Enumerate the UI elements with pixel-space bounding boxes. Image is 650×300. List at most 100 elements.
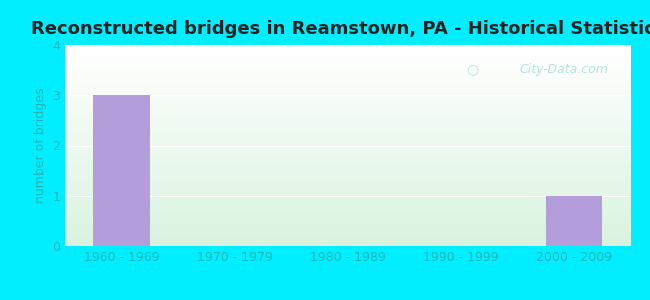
Bar — [65, 51, 630, 52]
Bar — [65, 131, 630, 132]
Bar — [65, 79, 630, 80]
Bar — [65, 181, 630, 182]
Bar — [65, 136, 630, 137]
Bar — [65, 157, 630, 158]
Bar — [65, 205, 630, 206]
Bar — [65, 138, 630, 139]
Bar — [65, 65, 630, 66]
Bar — [65, 243, 630, 244]
Bar — [65, 192, 630, 193]
Bar — [65, 107, 630, 108]
Bar — [65, 48, 630, 49]
Bar — [65, 213, 630, 214]
Bar — [65, 236, 630, 237]
Bar — [65, 84, 630, 85]
Bar — [65, 70, 630, 71]
Bar — [65, 134, 630, 135]
Bar — [65, 124, 630, 125]
Bar — [65, 198, 630, 199]
Bar — [65, 168, 630, 169]
Bar — [65, 87, 630, 88]
Bar — [65, 94, 630, 95]
Text: ○: ○ — [466, 62, 478, 76]
Bar — [65, 235, 630, 236]
Title: Reconstructed bridges in Reamstown, PA - Historical Statistics: Reconstructed bridges in Reamstown, PA -… — [31, 20, 650, 38]
Bar — [65, 226, 630, 227]
Bar — [65, 103, 630, 104]
Bar — [65, 200, 630, 201]
Bar — [65, 78, 630, 79]
Bar — [65, 193, 630, 194]
Bar — [65, 133, 630, 134]
Bar — [65, 232, 630, 233]
Bar — [65, 199, 630, 200]
Bar — [65, 58, 630, 59]
Bar — [65, 153, 630, 154]
Bar — [65, 150, 630, 151]
Bar — [65, 82, 630, 83]
Bar — [65, 156, 630, 157]
Bar — [65, 214, 630, 215]
Bar — [65, 120, 630, 121]
Bar — [65, 127, 630, 128]
Bar — [65, 244, 630, 245]
Bar — [65, 203, 630, 204]
Bar — [65, 47, 630, 48]
Bar — [65, 158, 630, 159]
Bar — [65, 225, 630, 226]
Bar — [65, 222, 630, 223]
Bar — [65, 142, 630, 143]
Bar — [65, 110, 630, 111]
Bar — [65, 139, 630, 140]
Bar — [65, 167, 630, 168]
Bar — [65, 61, 630, 62]
Bar — [546, 196, 602, 246]
Bar — [65, 224, 630, 225]
Bar — [65, 55, 630, 56]
Bar — [65, 71, 630, 72]
Bar — [65, 208, 630, 209]
Bar — [65, 245, 630, 246]
Bar — [65, 63, 630, 64]
Bar — [65, 86, 630, 87]
Bar — [65, 76, 630, 77]
Bar — [65, 161, 630, 162]
Bar — [65, 59, 630, 60]
Bar — [65, 220, 630, 221]
Bar — [65, 102, 630, 103]
Bar — [65, 176, 630, 177]
Bar — [65, 118, 630, 119]
Bar — [94, 95, 150, 246]
Bar — [65, 93, 630, 94]
Bar — [65, 122, 630, 123]
Bar — [65, 155, 630, 156]
Bar — [65, 130, 630, 131]
Bar — [65, 69, 630, 70]
Bar — [65, 113, 630, 114]
Bar — [65, 89, 630, 90]
Bar — [65, 174, 630, 175]
Bar — [65, 178, 630, 179]
Bar — [65, 240, 630, 241]
Bar — [65, 56, 630, 57]
Bar — [65, 45, 630, 46]
Bar — [65, 149, 630, 150]
Bar — [65, 166, 630, 167]
Bar — [65, 143, 630, 144]
Bar — [65, 121, 630, 122]
Bar — [65, 179, 630, 180]
Bar — [65, 137, 630, 138]
Bar — [65, 52, 630, 53]
Bar — [65, 112, 630, 113]
Bar — [65, 177, 630, 178]
Bar — [65, 132, 630, 133]
Bar — [65, 183, 630, 184]
Bar — [65, 50, 630, 51]
Bar — [65, 145, 630, 146]
Bar — [65, 66, 630, 67]
Bar — [65, 97, 630, 98]
Bar — [65, 223, 630, 224]
Bar — [65, 83, 630, 84]
Bar — [65, 123, 630, 124]
Bar — [65, 172, 630, 173]
